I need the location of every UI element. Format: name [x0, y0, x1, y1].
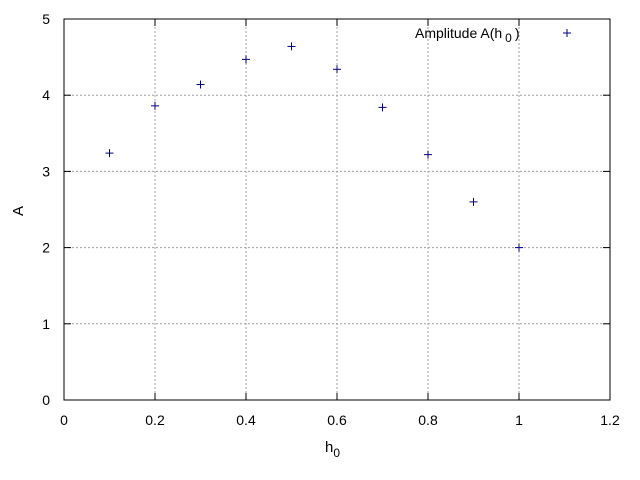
x-axis-title-subscript: 0 — [333, 446, 340, 460]
y-tick-label: 5 — [42, 11, 50, 27]
x-tick-label: 0 — [60, 412, 68, 428]
data-point — [287, 42, 296, 51]
data-point — [242, 55, 250, 64]
data-point — [424, 150, 432, 159]
grid-lines — [64, 19, 610, 400]
x-tick-labels: 0 0.2 0.4 0.6 0.8 1 1.2 — [60, 412, 620, 428]
legend-label: Amplitude A(h 0) — [415, 25, 520, 45]
y-tick-label: 0 — [42, 392, 50, 408]
y-tick-label: 2 — [42, 240, 50, 256]
x-tick-label: 0.8 — [418, 412, 438, 428]
legend-label-prefix: Amplitude A(h — [415, 25, 502, 41]
x-tick-label: 1 — [515, 412, 523, 428]
data-points — [105, 42, 523, 252]
x-tick-label: 1.2 — [600, 412, 620, 428]
y-tick-label: 3 — [42, 163, 50, 179]
x-tick-label: 0.6 — [327, 412, 347, 428]
legend-label-suffix: ) — [515, 25, 520, 41]
legend-marker — [563, 29, 571, 37]
data-point — [515, 243, 523, 252]
legend: Amplitude A(h 0) — [415, 25, 571, 45]
legend-label-subscript: 0 — [505, 31, 512, 45]
y-tick-label: 4 — [42, 87, 50, 103]
y-tick-labels: 0 1 2 3 4 5 — [42, 11, 50, 408]
data-point — [378, 103, 387, 112]
x-tick-label: 0.4 — [236, 412, 256, 428]
data-point — [105, 149, 114, 158]
data-point — [196, 80, 205, 89]
x-axis-title-main: h — [325, 439, 333, 456]
y-axis-title: A — [10, 206, 27, 216]
x-tick-label: 0.2 — [145, 412, 165, 428]
data-point — [469, 197, 478, 206]
data-point — [151, 101, 159, 110]
data-point — [333, 65, 341, 74]
x-axis-title: h0 — [325, 439, 340, 460]
axis-ticks — [63, 18, 611, 401]
y-tick-label: 1 — [42, 316, 50, 332]
